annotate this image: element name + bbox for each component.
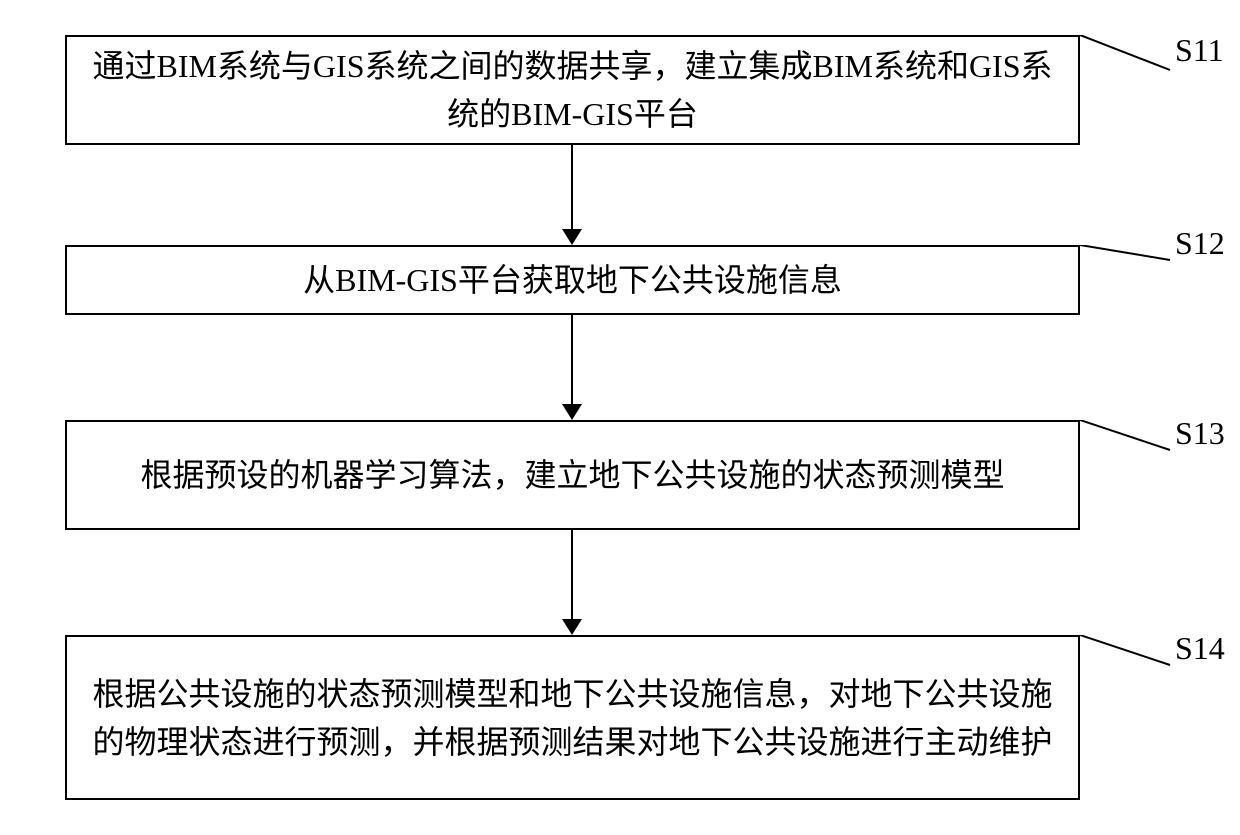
flowchart-container: 通过BIM系统与GIS系统之间的数据共享，建立集成BIM系统和GIS系统的BIM…: [20, 20, 1220, 815]
step-s13-text: 根据预设的机器学习算法，建立地下公共设施的状态预测模型: [140, 451, 1004, 499]
arrow-line: [571, 530, 573, 619]
arrow-line: [571, 315, 573, 404]
step-s14-box: 根据公共设施的状态预测模型和地下公共设施信息，对地下公共设施的物理状态进行预测，…: [65, 635, 1080, 800]
arrow-s13-s14: [562, 530, 582, 635]
step-s11-box: 通过BIM系统与GIS系统之间的数据共享，建立集成BIM系统和GIS系统的BIM…: [65, 35, 1080, 145]
step-s11-container: 通过BIM系统与GIS系统之间的数据共享，建立集成BIM系统和GIS系统的BIM…: [65, 35, 1080, 145]
arrow-s11-s12: [562, 145, 582, 245]
step-s14-text: 根据公共设施的状态预测模型和地下公共设施信息，对地下公共设施的物理状态进行预测，…: [87, 670, 1058, 766]
arrow-line: [571, 145, 573, 229]
step-s11-label: S11: [1175, 32, 1224, 69]
step-s13-container: 根据预设的机器学习算法，建立地下公共设施的状态预测模型: [65, 420, 1080, 530]
step-s12-container: 从BIM-GIS平台获取地下公共设施信息: [65, 245, 1080, 315]
step-s11-connector: [1080, 35, 1175, 75]
arrow-head-icon: [562, 619, 582, 635]
step-s12-text: 从BIM-GIS平台获取地下公共设施信息: [303, 256, 842, 304]
step-s13-box: 根据预设的机器学习算法，建立地下公共设施的状态预测模型: [65, 420, 1080, 530]
step-s12-connector: [1080, 245, 1175, 265]
step-s12-box: 从BIM-GIS平台获取地下公共设施信息: [65, 245, 1080, 315]
arrow-head-icon: [562, 404, 582, 420]
arrow-head-icon: [562, 229, 582, 245]
step-s13-label: S13: [1175, 415, 1225, 452]
step-s14-label: S14: [1175, 630, 1225, 667]
step-s12-label: S12: [1175, 225, 1225, 262]
step-s14-container: 根据公共设施的状态预测模型和地下公共设施信息，对地下公共设施的物理状态进行预测，…: [65, 635, 1080, 800]
step-s11-text: 通过BIM系统与GIS系统之间的数据共享，建立集成BIM系统和GIS系统的BIM…: [87, 42, 1058, 138]
step-s13-connector: [1080, 420, 1175, 455]
step-s14-connector: [1080, 635, 1175, 670]
arrow-s12-s13: [562, 315, 582, 420]
